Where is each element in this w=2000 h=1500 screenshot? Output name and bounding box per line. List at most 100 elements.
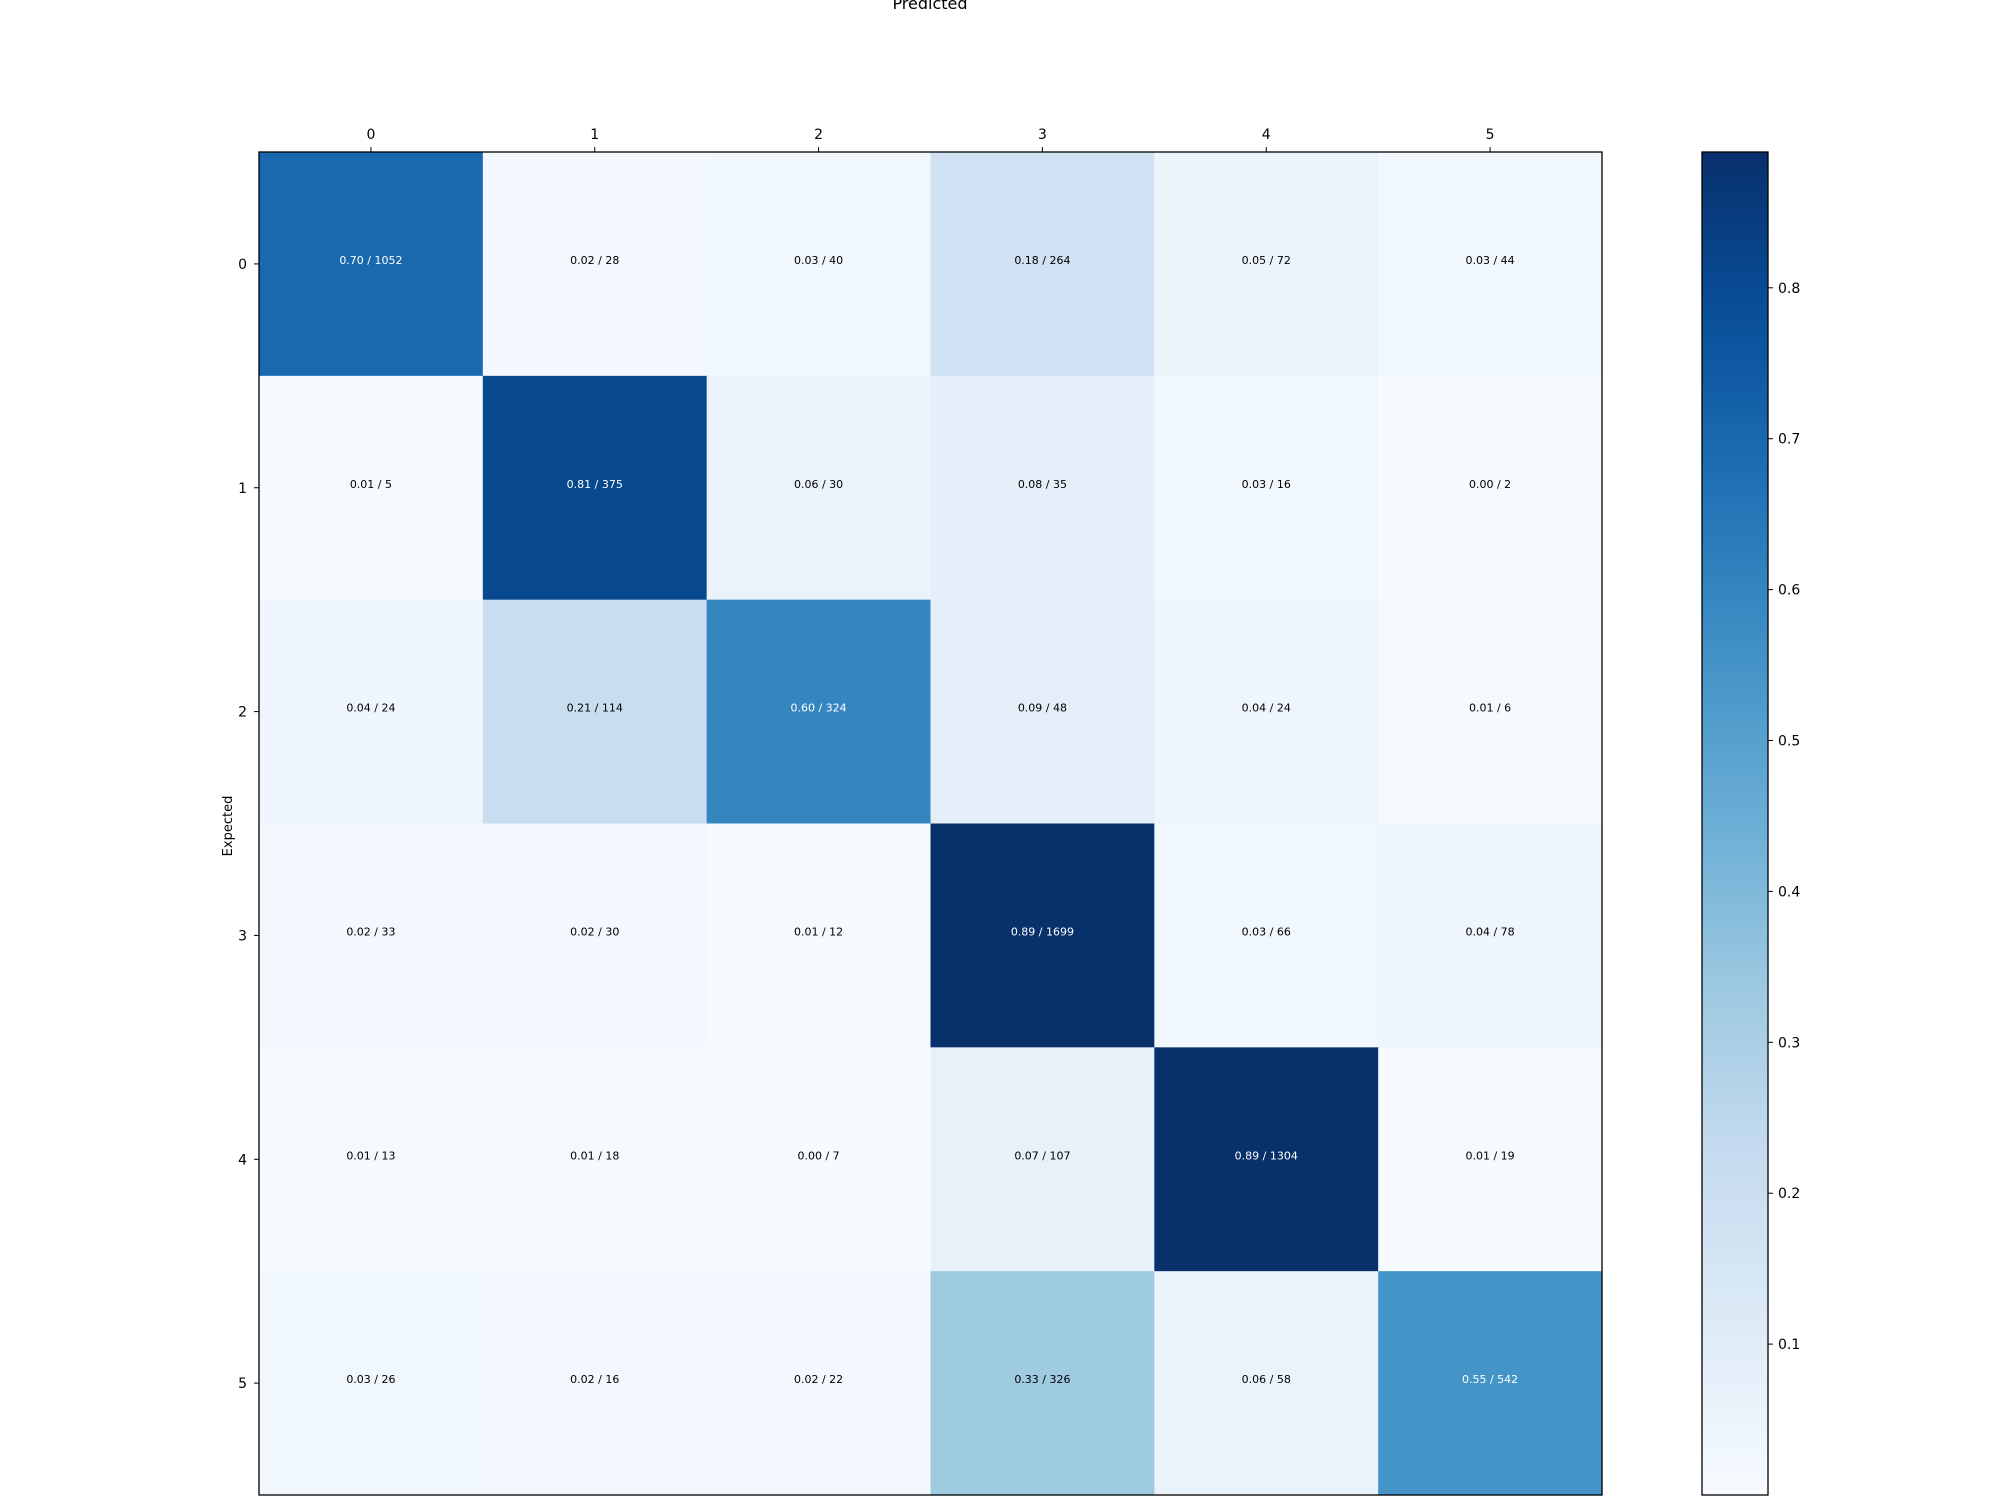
plot-frame [258, 151, 1603, 1496]
heatmap-cell-r5-c5 [1378, 1271, 1603, 1496]
cell-label-r2-c4: 0.04 / 24 [1242, 702, 1291, 715]
heatmap-cell-r2-c0 [259, 599, 484, 825]
heatmap-cell-r2-c1 [482, 599, 708, 825]
heatmap-cell-r0-c4 [1154, 152, 1379, 377]
cell-label-r2-c2: 0.60 / 324 [790, 702, 846, 715]
y-tick-label-1: 1 [238, 481, 247, 497]
heatmap-cell-r0-c1 [482, 152, 708, 377]
heatmap-cell-r3-c2 [706, 823, 932, 1048]
cell-label-r0-c5: 0.03 / 44 [1465, 254, 1514, 267]
heatmap-cell-r0-c3 [930, 152, 1155, 377]
cell-label-r5-c4: 0.06 / 58 [1242, 1373, 1291, 1386]
heatmap-cell-r2-c5 [1378, 599, 1603, 825]
heatmap-cell-r2-c2 [706, 599, 932, 825]
cell-label-r4-c4: 0.89 / 1304 [1235, 1149, 1298, 1162]
x-axis-ticks: 0 1 2 3 4 5 [366, 127, 1495, 152]
heatmap-cell-r4-c4 [1154, 1047, 1379, 1272]
cell-label-r4-c2: 0.00 / 7 [797, 1149, 839, 1162]
heatmap-cell-r1-c5 [1378, 375, 1603, 601]
cell-label-r0-c3: 0.18 / 264 [1014, 254, 1070, 267]
cell-label-r1-c1: 0.81 / 375 [567, 478, 623, 491]
heatmap-cell-labels: 0.70 / 1052 0.02 / 28 0.03 / 40 0.18 / 264 0… [339, 254, 1518, 1386]
heatmap-cell-r2-c3 [930, 599, 1155, 825]
cell-label-r4-c0: 0.01 / 13 [346, 1149, 395, 1162]
cell-label-r1-c2: 0.06 / 30 [794, 478, 843, 491]
y-axis-label: Expected [221, 796, 236, 857]
heatmap-cell-r2-c4 [1154, 599, 1379, 825]
cell-label-r4-c1: 0.01 / 18 [570, 1149, 619, 1162]
x-tick-label-2: 2 [814, 127, 823, 143]
heatmap-cell-r5-c4 [1154, 1271, 1379, 1496]
cell-label-r5-c1: 0.02 / 16 [570, 1373, 619, 1386]
colorbar-tick-label-3: 0.4 [1778, 884, 1800, 900]
colorbar-ticks: 0.1 0.2 0.3 0.4 0.5 0.6 0.7 0.8 [1768, 281, 1800, 1353]
cell-label-r5-c2: 0.02 / 22 [794, 1373, 843, 1386]
cell-label-r2-c3: 0.09 / 48 [1018, 702, 1067, 715]
x-tick-label-5: 5 [1486, 127, 1495, 143]
heatmap-cell-r3-c1 [482, 823, 708, 1048]
cell-label-r3-c3: 0.89 / 1699 [1011, 925, 1074, 938]
y-tick-label-0: 0 [238, 257, 247, 273]
heatmap-cell-r0-c0 [259, 152, 484, 377]
heatmap-cell-r4-c3 [930, 1047, 1155, 1272]
heatmap-cell-r1-c2 [706, 375, 932, 601]
cell-label-r3-c0: 0.02 / 33 [346, 925, 395, 938]
heatmap-cell-r5-c3 [930, 1271, 1155, 1496]
cell-label-r1-c0: 0.01 / 5 [350, 478, 392, 491]
cell-label-r1-c3: 0.08 / 35 [1018, 478, 1067, 491]
heatmap-cell-r0-c5 [1378, 152, 1603, 377]
heatmap-cell-r3-c4 [1154, 823, 1379, 1048]
heatmap-cell-r4-c2 [706, 1047, 932, 1272]
cell-label-r3-c1: 0.02 / 30 [570, 925, 619, 938]
cell-label-r4-c3: 0.07 / 107 [1014, 1149, 1070, 1162]
heatmap-cell-r1-c0 [259, 375, 484, 601]
y-tick-label-2: 2 [238, 705, 247, 721]
heatmap-cell-r5-c2 [706, 1271, 932, 1496]
heatmap-cell-r4-c0 [259, 1047, 484, 1272]
heatmap-cell-r4-c5 [1378, 1047, 1603, 1272]
cell-label-r5-c5: 0.55 / 542 [1462, 1373, 1518, 1386]
cell-label-r0-c0: 0.70 / 1052 [339, 254, 402, 267]
heatmap-cells [259, 152, 1603, 1496]
cell-label-r5-c3: 0.33 / 326 [1014, 1373, 1070, 1386]
cell-label-r3-c4: 0.03 / 66 [1242, 925, 1291, 938]
heatmap-cell-r4-c1 [482, 1047, 708, 1272]
cell-label-r0-c2: 0.03 / 40 [794, 254, 843, 267]
colorbar-tick-label-6: 0.7 [1778, 432, 1800, 448]
y-tick-label-3: 3 [238, 928, 247, 944]
heatmap-cell-r1-c1 [482, 375, 708, 601]
y-axis-ticks: 0 1 2 3 4 5 [238, 257, 259, 1392]
cell-label-r3-c2: 0.01 / 12 [794, 925, 843, 938]
x-tick-label-1: 1 [590, 127, 599, 143]
heatmap-cell-r5-c1 [482, 1271, 708, 1496]
cell-label-r2-c0: 0.04 / 24 [346, 702, 395, 715]
cell-label-r5-c0: 0.03 / 26 [346, 1373, 395, 1386]
cell-label-r2-c1: 0.21 / 114 [567, 702, 623, 715]
chart-title: Predicted [892, 0, 967, 13]
heatmap-cell-r5-c0 [259, 1271, 484, 1496]
cell-label-r2-c5: 0.01 / 6 [1469, 702, 1511, 715]
heatmap-cell-r3-c3 [930, 823, 1155, 1048]
colorbar-tick-label-7: 0.8 [1778, 281, 1800, 297]
colorbar-tick-label-1: 0.2 [1778, 1186, 1800, 1202]
cell-label-r1-c4: 0.03 / 16 [1242, 478, 1291, 491]
x-tick-label-0: 0 [366, 127, 375, 143]
cell-label-r0-c4: 0.05 / 72 [1242, 254, 1291, 267]
colorbar-tick-label-0: 0.1 [1778, 1337, 1800, 1353]
y-tick-label-4: 4 [238, 1152, 247, 1168]
heatmap-cell-r3-c0 [259, 823, 484, 1048]
cell-label-r0-c1: 0.02 / 28 [570, 254, 619, 267]
heatmap-cell-r0-c2 [706, 152, 932, 377]
colorbar-tick-label-5: 0.6 [1778, 583, 1800, 599]
colorbar [1701, 151, 1769, 1496]
x-tick-label-3: 3 [1038, 127, 1047, 143]
y-tick-label-5: 5 [238, 1376, 247, 1392]
cell-label-r4-c5: 0.01 / 19 [1465, 1149, 1514, 1162]
heatmap-cell-r1-c4 [1154, 375, 1379, 601]
cell-label-r3-c5: 0.04 / 78 [1465, 925, 1514, 938]
heatmap-cell-r3-c5 [1378, 823, 1603, 1048]
cell-label-r1-c5: 0.00 / 2 [1469, 478, 1511, 491]
colorbar-tick-label-4: 0.5 [1778, 734, 1800, 750]
heatmap-cell-r1-c3 [930, 375, 1155, 601]
